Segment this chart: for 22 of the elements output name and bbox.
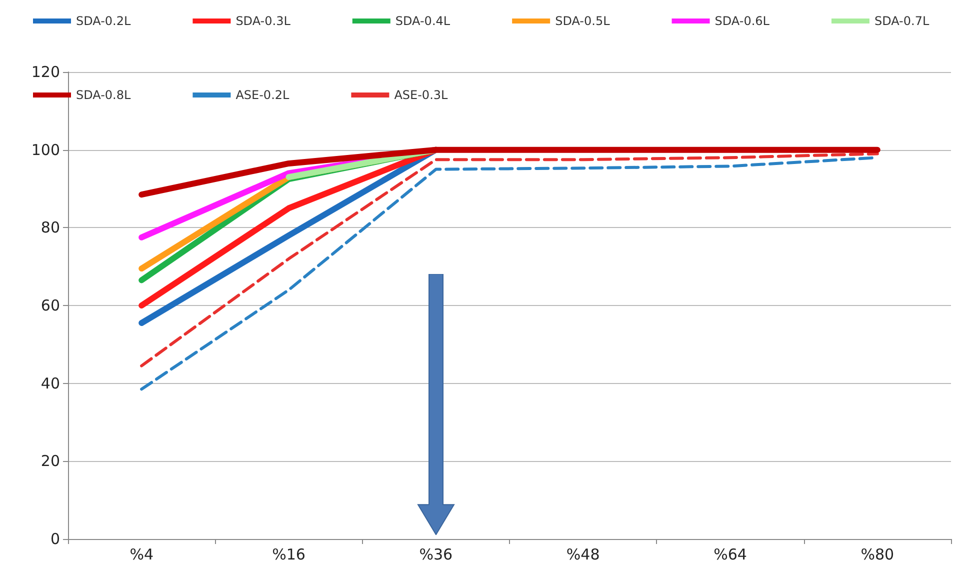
x-tick-label: %48 — [566, 546, 600, 564]
legend-label: ASE-0.2L — [236, 88, 290, 102]
legend-label: SDA-0.4L — [395, 14, 450, 28]
y-tick-label: 40 — [40, 374, 60, 392]
y-tick-label: 80 — [40, 218, 60, 237]
x-tick-label: %64 — [714, 546, 747, 564]
y-tick-label: 20 — [40, 452, 60, 470]
legend-label: SDA-0.6L — [714, 14, 770, 28]
legend-label: SDA-0.8L — [76, 88, 132, 102]
legend-label: SDA-0.2L — [76, 14, 132, 28]
y-tick-label: 120 — [31, 63, 60, 81]
legend-label: ASE-0.3L — [394, 88, 448, 102]
y-tick-label: 60 — [40, 296, 60, 314]
x-tick-label: %16 — [272, 546, 306, 564]
x-tick-label: %4 — [130, 546, 154, 564]
legend-label: SDA-0.7L — [874, 14, 930, 28]
legend-label: SDA-0.5L — [555, 14, 610, 28]
x-tick-label: %80 — [860, 546, 894, 564]
x-tick-label: %36 — [419, 546, 453, 564]
y-tick-label: 0 — [50, 530, 60, 548]
y-tick-label: 100 — [31, 140, 60, 159]
legend-label: SDA-0.3L — [236, 14, 291, 28]
